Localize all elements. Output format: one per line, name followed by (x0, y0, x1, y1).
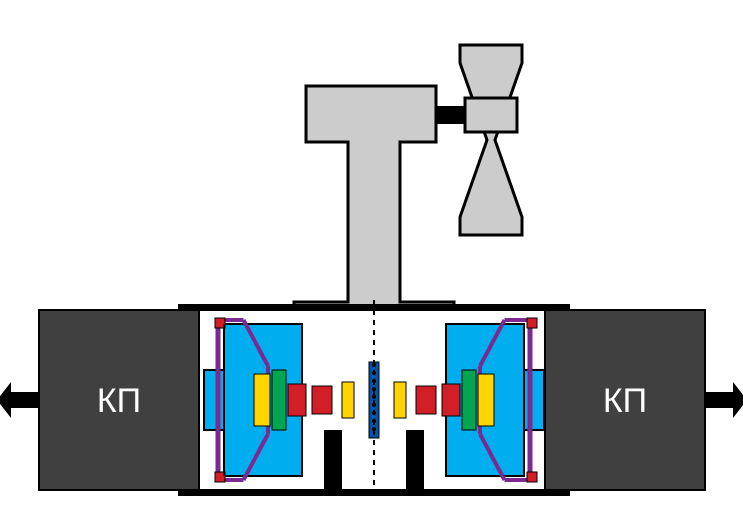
rivet-dot (372, 371, 376, 375)
hub-red (442, 384, 460, 416)
rail-profile (294, 86, 454, 310)
drum-hub (204, 370, 224, 430)
rivet-dot (372, 403, 376, 407)
pulley-hub (465, 98, 517, 132)
center-yellow (394, 382, 406, 418)
shaft-stub-left (11, 392, 39, 408)
arrow-left (0, 382, 11, 418)
rivet-dot (372, 419, 376, 423)
center-red (312, 386, 332, 414)
disc-green (462, 370, 476, 430)
center-yellow (342, 382, 354, 418)
arrow-right (733, 382, 743, 418)
kp-label-right: КП (603, 382, 647, 420)
disc-yellow (478, 374, 494, 426)
drum-hub (524, 370, 544, 430)
hub-red (288, 384, 306, 416)
cap-bot (527, 472, 537, 482)
rivet-dot (372, 379, 376, 383)
pulley-body (460, 45, 522, 235)
rivet-dot (372, 363, 376, 367)
diagram-root: КП КП (0, 0, 743, 531)
rivet-dot (372, 411, 376, 415)
post (406, 430, 424, 490)
shaft-stub-right (705, 392, 733, 408)
center-red (416, 386, 436, 414)
rivet-dot (372, 427, 376, 431)
cap-top (527, 318, 537, 328)
disc-green (272, 370, 286, 430)
rivet-dot (372, 395, 376, 399)
pulley-shaft (436, 106, 466, 124)
kp-label-left: КП (97, 382, 141, 420)
rivet-dot (372, 387, 376, 391)
post (324, 430, 342, 490)
disc-yellow (254, 374, 270, 426)
